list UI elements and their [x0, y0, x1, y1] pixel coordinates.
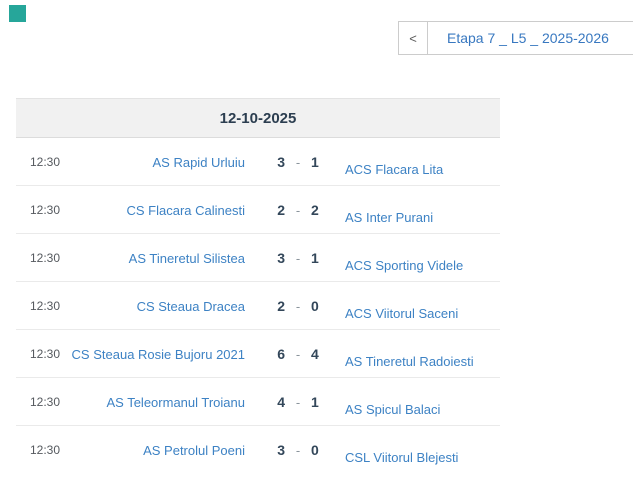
home-team-link[interactable]: CS Steaua Rosie Bujoru 2021	[71, 346, 245, 362]
match-row: 12:30 AS Petrolul Poeni 3 - 0 CSL Viitor…	[16, 426, 500, 474]
home-score: 6	[277, 346, 285, 362]
kickoff-time: 12:30	[30, 299, 61, 313]
match-row: 12:30 CS Flacara Calinesti 2 - 2 AS Inte…	[16, 186, 500, 234]
score-separator: -	[295, 442, 301, 458]
matchday-date-header: 12-10-2025	[16, 98, 500, 138]
previous-round-button[interactable]: <	[398, 21, 428, 55]
home-team: CS Flacara Calinesti	[76, 186, 246, 234]
away-score: 2	[311, 202, 319, 218]
round-select-dropdown[interactable]: Etapa 7 _ L5 _ 2025-2026	[428, 21, 633, 55]
away-team-link[interactable]: AS Spicul Balaci	[345, 401, 441, 417]
away-score: 4	[311, 346, 319, 362]
home-score: 2	[277, 298, 285, 314]
match-row: 12:30 CS Steaua Dracea 2 - 0 ACS Viitoru…	[16, 282, 500, 330]
round-selector: < Etapa 7 _ L5 _ 2025-2026	[398, 21, 633, 55]
away-score: 1	[311, 394, 319, 410]
home-score: 2	[277, 202, 285, 218]
match-score: 3 - 0	[259, 426, 337, 474]
away-team-link[interactable]: AS Tineretul Radoiesti	[345, 353, 474, 369]
kickoff-time: 12:30	[30, 395, 61, 409]
away-team-link[interactable]: ACS Viitorul Saceni	[345, 305, 459, 321]
home-team: AS Rapid Urluiu	[76, 138, 246, 186]
away-team: ACS Viitorul Saceni	[345, 289, 495, 337]
kickoff-time: 12:30	[30, 203, 61, 217]
home-team-link[interactable]: AS Rapid Urluiu	[152, 154, 246, 170]
home-score: 3	[277, 442, 285, 458]
score-separator: -	[295, 346, 301, 362]
match-score: 6 - 4	[259, 330, 337, 378]
home-team: AS Teleormanul Troianu	[76, 378, 245, 426]
away-team-link[interactable]: CSL Viitorul Blejesti	[345, 449, 459, 465]
match-rows: 12:30 AS Rapid Urluiu 3 - 1 ACS Flacara …	[16, 138, 500, 474]
match-score: 4 - 1	[259, 378, 337, 426]
away-team-link[interactable]: AS Inter Purani	[345, 209, 434, 225]
home-score: 3	[277, 250, 285, 266]
kickoff-time: 12:30	[30, 347, 61, 361]
away-team: AS Spicul Balaci	[345, 385, 495, 433]
score-separator: -	[295, 394, 301, 410]
home-team-link[interactable]: CS Flacara Calinesti	[126, 202, 246, 218]
home-team: AS Petrolul Poeni	[76, 426, 245, 474]
score-separator: -	[295, 202, 301, 218]
kickoff-time: 12:30	[30, 443, 61, 457]
match-row: 12:30 CS Steaua Rosie Bujoru 2021 6 - 4 …	[16, 330, 500, 378]
score-separator: -	[295, 250, 301, 266]
away-score: 0	[311, 442, 319, 458]
away-team: AS Inter Purani	[345, 193, 495, 241]
away-team: ACS Flacara Lita	[345, 145, 495, 193]
match-score: 3 - 1	[259, 138, 337, 186]
away-team: ACS Sporting Videle	[345, 241, 495, 289]
home-team-link[interactable]: AS Teleormanul Troianu	[106, 394, 245, 410]
match-score: 2 - 2	[259, 186, 337, 234]
match-score: 3 - 1	[259, 234, 337, 282]
kickoff-time: 12:30	[30, 251, 61, 265]
away-score: 1	[311, 154, 319, 170]
home-team: CS Steaua Rosie Bujoru 2021	[72, 330, 245, 378]
home-team: CS Steaua Dracea	[76, 282, 245, 330]
kickoff-time: 12:30	[30, 155, 61, 169]
away-team-link[interactable]: ACS Flacara Lita	[345, 161, 444, 177]
away-team: AS Tineretul Radoiesti	[345, 337, 495, 385]
home-score: 3	[277, 154, 285, 170]
match-score: 2 - 0	[259, 282, 337, 330]
matchday-date: 12-10-2025	[219, 109, 297, 127]
score-separator: -	[295, 298, 301, 314]
home-score: 4	[277, 394, 285, 410]
match-row: 12:30 AS Rapid Urluiu 3 - 1 ACS Flacara …	[16, 138, 500, 186]
score-separator: -	[295, 154, 301, 170]
home-team-link[interactable]: AS Petrolul Poeni	[143, 442, 245, 458]
away-team-link[interactable]: ACS Sporting Videle	[345, 257, 464, 273]
fixtures-table: 12-10-2025 12:30 AS Rapid Urluiu 3 - 1 A…	[16, 98, 500, 474]
home-team: AS Tineretul Silistea	[76, 234, 245, 282]
away-score: 0	[311, 298, 319, 314]
chevron-left-icon: <	[409, 30, 417, 46]
home-team-link[interactable]: CS Steaua Dracea	[136, 298, 245, 314]
away-team: CSL Viitorul Blejesti	[345, 433, 495, 479]
home-team-link[interactable]: AS Tineretul Silistea	[128, 250, 245, 266]
away-score: 1	[311, 250, 319, 266]
brand-accent-square-icon	[9, 5, 26, 22]
match-row: 12:30 AS Tineretul Silistea 3 - 1 ACS Sp…	[16, 234, 500, 282]
match-row: 12:30 AS Teleormanul Troianu 4 - 1 AS Sp…	[16, 378, 500, 426]
